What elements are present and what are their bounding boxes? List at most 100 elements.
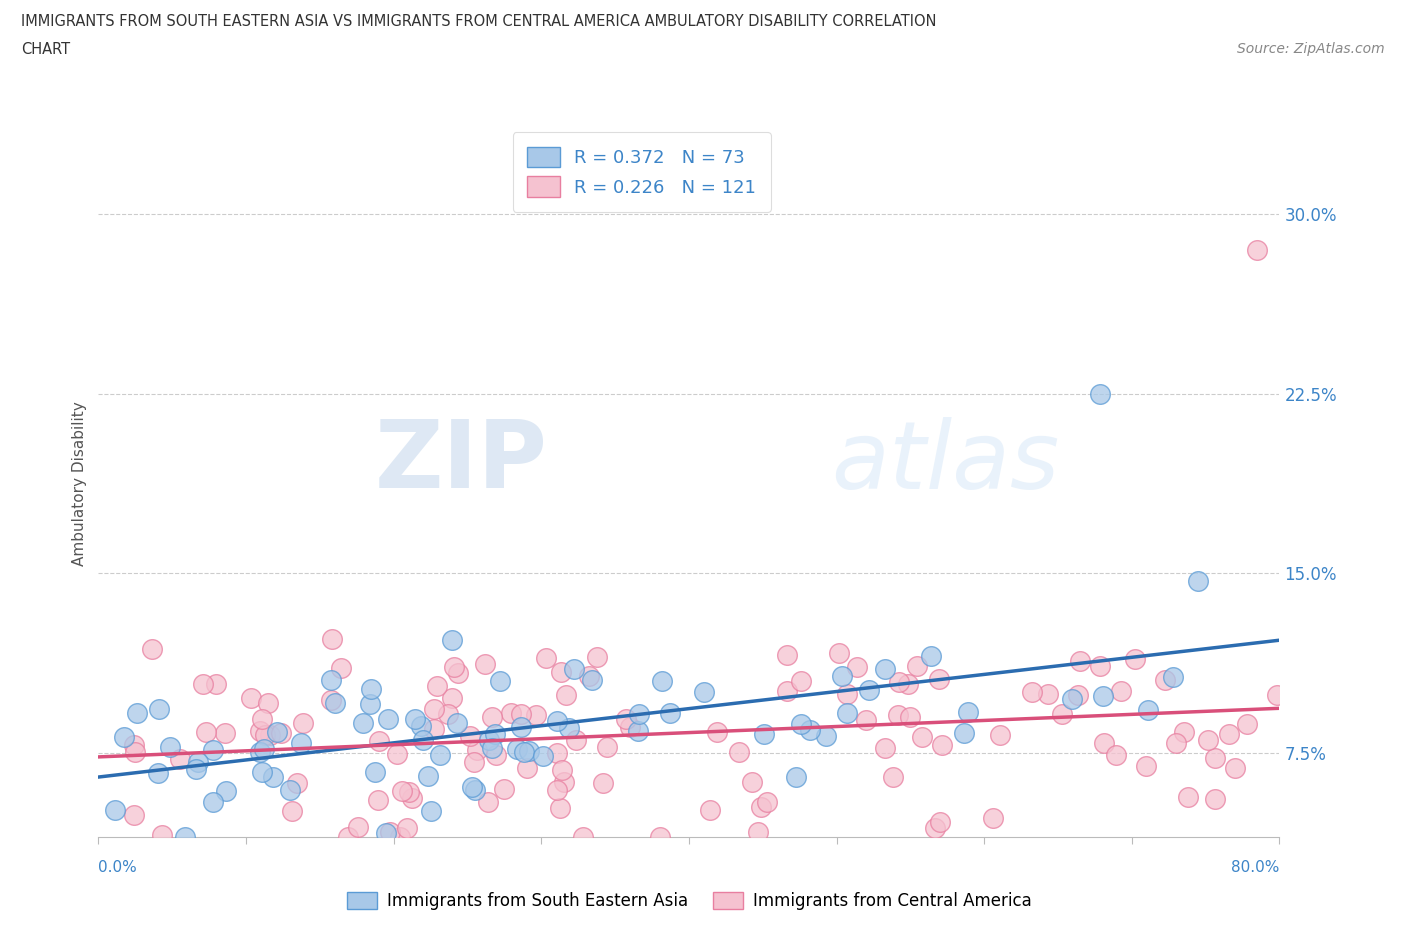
Point: [239, 690, 262, 705]
Point: [250, 764, 273, 779]
Point: [409, 718, 432, 733]
Point: [464, 782, 486, 797]
Point: [359, 698, 381, 712]
Point: [420, 804, 443, 818]
Point: [565, 732, 588, 747]
Point: [1021, 684, 1043, 699]
Point: [752, 726, 775, 741]
Point: [112, 730, 135, 745]
Point: [831, 668, 853, 683]
Point: [513, 745, 536, 760]
Point: [374, 826, 396, 841]
Point: [437, 706, 460, 721]
Point: [122, 808, 145, 823]
Point: [956, 705, 979, 720]
Point: [214, 725, 236, 740]
Point: [150, 828, 173, 843]
Point: [585, 649, 607, 664]
Point: [249, 744, 271, 759]
Point: [988, 727, 1011, 742]
Point: [578, 669, 600, 684]
Point: [253, 741, 276, 756]
Point: [494, 782, 516, 797]
Point: [1236, 716, 1258, 731]
Point: [1104, 748, 1126, 763]
Point: [429, 748, 451, 763]
Point: [616, 711, 638, 726]
Point: [572, 830, 595, 844]
Point: [360, 681, 382, 696]
Point: [1036, 687, 1059, 702]
Point: [426, 679, 449, 694]
Point: [741, 775, 763, 790]
Point: [1161, 670, 1184, 684]
Point: [352, 715, 374, 730]
Point: [124, 737, 146, 752]
Point: [756, 794, 779, 809]
Point: [193, 676, 215, 691]
Point: [1088, 658, 1111, 673]
Point: [554, 687, 576, 702]
Point: [749, 799, 772, 814]
Point: [104, 803, 127, 817]
Point: [875, 741, 897, 756]
Point: [728, 745, 751, 760]
Point: [391, 783, 413, 798]
Point: [477, 794, 499, 809]
Point: [1062, 692, 1084, 707]
Point: [187, 754, 209, 769]
Point: [1177, 790, 1199, 804]
Point: [858, 683, 880, 698]
Point: [1173, 724, 1195, 739]
Point: [484, 727, 506, 742]
Point: [281, 804, 304, 819]
Point: [747, 825, 769, 840]
Point: [1067, 687, 1090, 702]
Point: [531, 749, 554, 764]
Point: [1091, 689, 1114, 704]
Point: [173, 830, 195, 844]
Point: [141, 642, 163, 657]
Point: [290, 736, 312, 751]
Point: [404, 711, 426, 726]
Point: [367, 793, 389, 808]
Text: Source: ZipAtlas.com: Source: ZipAtlas.com: [1237, 42, 1385, 56]
Point: [546, 713, 568, 728]
Point: [837, 687, 859, 702]
Point: [378, 825, 401, 840]
Point: [367, 734, 389, 749]
Point: [776, 684, 799, 698]
Point: [440, 632, 463, 647]
Point: [873, 661, 896, 676]
Point: [321, 693, 343, 708]
Point: [465, 742, 488, 757]
Point: [546, 782, 568, 797]
Point: [385, 747, 408, 762]
Point: [1154, 672, 1177, 687]
Point: [693, 684, 716, 699]
Text: atlas: atlas: [831, 417, 1059, 508]
Text: ZIP: ZIP: [374, 417, 547, 509]
Point: [855, 712, 877, 727]
Point: [550, 763, 572, 777]
Point: [845, 660, 868, 675]
Point: [259, 728, 281, 743]
Point: [931, 737, 953, 752]
Text: 0.0%: 0.0%: [98, 860, 138, 875]
Point: [898, 710, 921, 724]
Point: [195, 724, 218, 739]
Point: [828, 645, 851, 660]
Point: [1204, 791, 1226, 806]
Point: [1197, 733, 1219, 748]
Point: [553, 775, 575, 790]
Point: [920, 649, 942, 664]
Point: [952, 725, 974, 740]
Point: [1246, 243, 1268, 258]
Point: [278, 782, 301, 797]
Point: [592, 776, 614, 790]
Point: [835, 705, 858, 720]
Point: [815, 728, 838, 743]
Point: [775, 647, 797, 662]
Point: [446, 716, 468, 731]
Point: [125, 706, 148, 721]
